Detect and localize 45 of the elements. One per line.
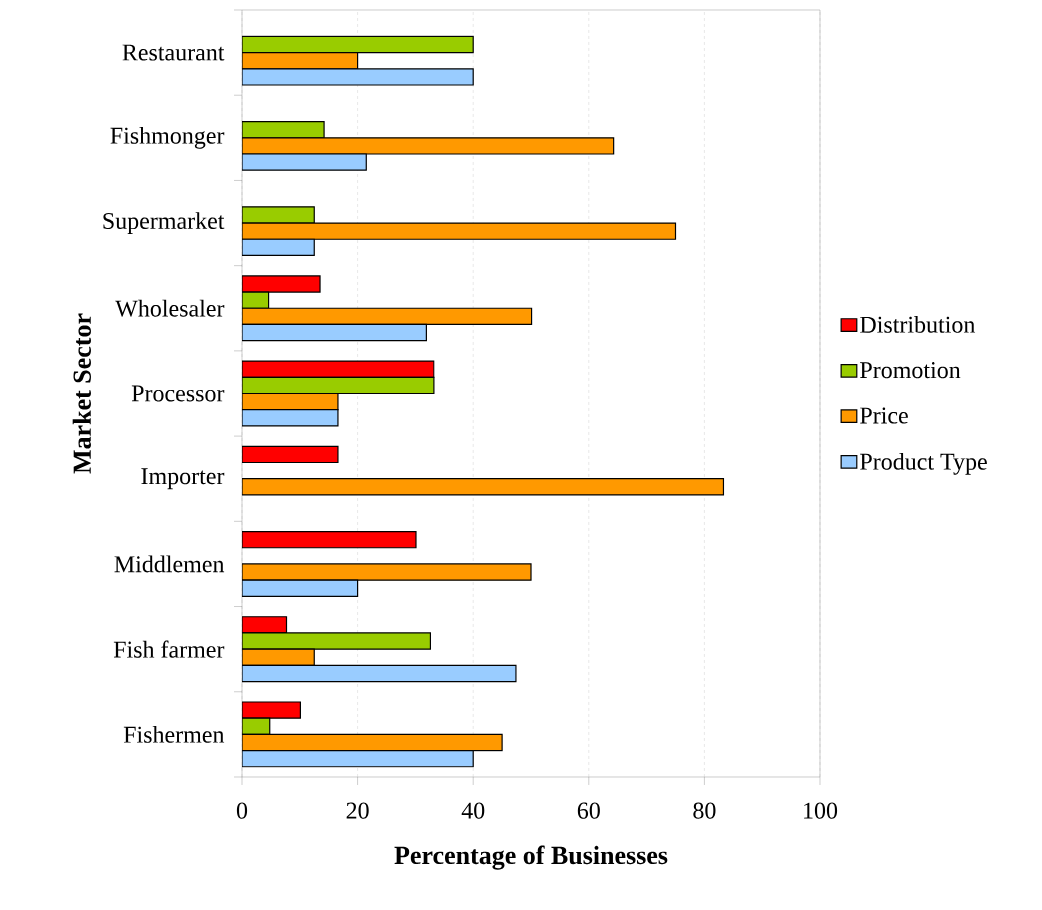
bar: [242, 733, 503, 752]
bar: [242, 749, 474, 768]
bar: [242, 121, 325, 139]
x-tick-label: 80: [693, 802, 716, 819]
x-tick-label: 40: [461, 802, 485, 819]
bar: [242, 35, 474, 54]
y-tick-label: Importer: [141, 468, 225, 490]
bar: [242, 153, 367, 171]
y-tick-label: Fishmonger: [110, 126, 225, 149]
bar: [242, 664, 517, 683]
bar: [242, 445, 339, 464]
bar: [242, 392, 339, 411]
y-tick-label: Supermarket: [103, 212, 225, 234]
y-tick-label: Fish farmer: [113, 640, 225, 658]
bar: [242, 222, 677, 240]
bar: [242, 68, 474, 86]
bar: [242, 323, 427, 342]
x-tick-label: 20: [346, 802, 369, 819]
bar: [242, 478, 725, 496]
bar: [242, 409, 339, 427]
y-tick-label: Fishermen: [123, 725, 225, 743]
y-tick-label: Processor: [131, 385, 225, 402]
bar: [242, 360, 435, 378]
legend-label: Price: [860, 407, 908, 424]
y-tick-label: Restaurant: [122, 44, 225, 61]
x-tick-label: 100: [804, 802, 838, 819]
legend-label: Product Type: [860, 452, 987, 475]
bar: [242, 238, 315, 257]
x-axis-title: Percentage of Businesses: [394, 845, 668, 870]
bar: [242, 52, 359, 70]
y-tick-label: Middlemen: [114, 555, 225, 573]
bar: [242, 701, 301, 719]
x-tick-label: 60: [577, 802, 600, 819]
legend-label: Distribution: [860, 315, 976, 333]
bar: [242, 376, 435, 395]
y-axis-title: Market Sector: [72, 313, 91, 474]
legend-label: Promotion: [860, 362, 961, 379]
bar: [242, 137, 615, 155]
y-tick-label: Wholesaler: [115, 299, 225, 317]
bar: [242, 307, 533, 326]
bar: [242, 648, 315, 666]
bar: [242, 530, 417, 549]
x-tick-label: 0: [236, 802, 248, 819]
bar: [242, 632, 432, 650]
bar: [242, 579, 359, 597]
